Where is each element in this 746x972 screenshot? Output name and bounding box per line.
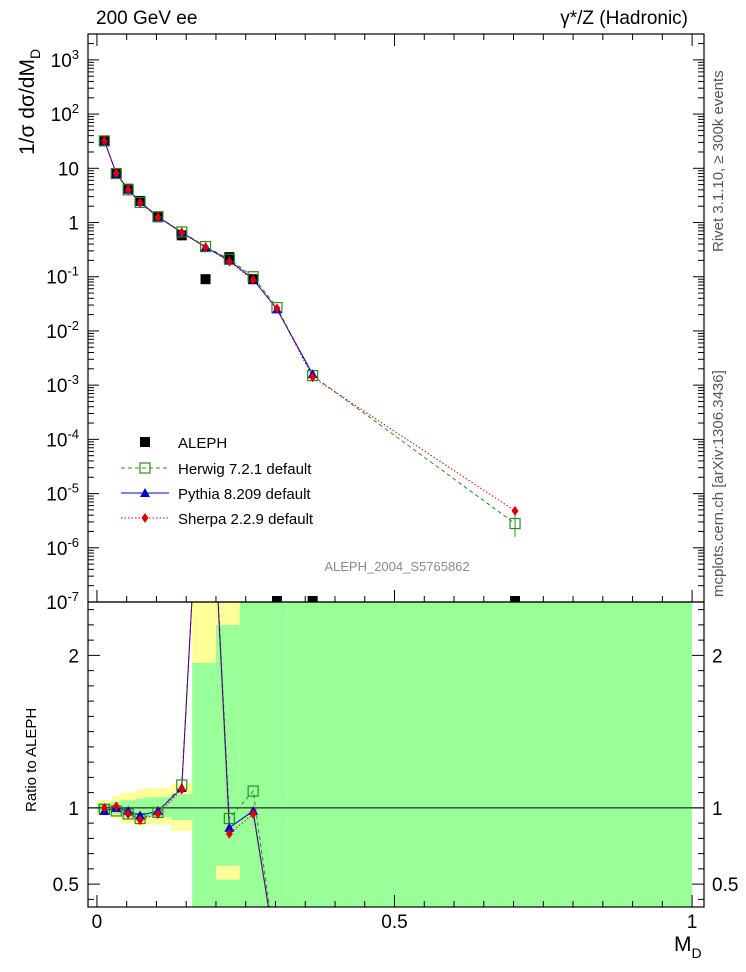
legend-marker — [140, 437, 150, 447]
legend-marker — [140, 488, 150, 497]
data-point — [307, 596, 318, 602]
ratio-point — [124, 808, 132, 819]
data-point — [271, 596, 282, 602]
ratio-point — [249, 808, 257, 819]
green-band-bin — [135, 798, 145, 819]
ratio-point — [247, 785, 259, 797]
xtick-label: 0.5 — [381, 912, 407, 933]
main-ytick-label: 10-5 — [46, 481, 79, 506]
ratio-ytick-label-right: 1 — [712, 799, 723, 820]
ratio-ytick-label: 2 — [68, 646, 79, 667]
green-band-bin — [263, 602, 288, 907]
ratio-y-axis-label: Ratio to ALEPH — [23, 708, 40, 812]
data-point — [510, 596, 521, 602]
analysis-id-label: ALEPH_2004_S5765862 — [324, 559, 469, 574]
main-ytick-label: 10-3 — [46, 372, 79, 397]
yellow-band-bin — [215, 865, 240, 880]
ratio-point — [112, 801, 120, 812]
legend-label: Pythia 8.209 default — [178, 486, 311, 503]
legend-marker — [139, 462, 151, 474]
main-ytick-label: 103 — [51, 47, 79, 72]
series-line — [103, 140, 314, 375]
main-ytick-label: 10-1 — [46, 264, 79, 289]
main-panel-series — [98, 135, 521, 602]
data-point — [136, 197, 144, 208]
axis-ticks — [88, 33, 704, 907]
header-left: 200 GeV ee — [96, 8, 198, 29]
main-ytick-label: 10-6 — [46, 535, 79, 560]
legend: ALEPH Herwig 7.2.1 default Pythia 8.209 de… — [121, 435, 314, 528]
data-point — [100, 135, 108, 146]
ratio-panel-series — [98, 602, 270, 907]
x-axis-label: MD — [674, 933, 702, 961]
legend-label: Herwig 7.2.1 default — [178, 461, 312, 478]
green-band-bin — [215, 624, 240, 907]
data-point — [112, 168, 120, 179]
data-point — [511, 505, 519, 516]
ratio-point — [225, 828, 233, 839]
green-band-bin — [171, 794, 193, 821]
green-band-bin — [287, 602, 693, 907]
ratio-line — [104, 602, 269, 907]
series-line — [103, 140, 516, 512]
ratio-ytick-label-right: 0.5 — [712, 875, 738, 896]
main-ytick-label: 10-7 — [46, 589, 79, 614]
data-point — [124, 184, 132, 195]
ratio-frame — [87, 601, 705, 908]
main-ytick-label: 102 — [51, 101, 79, 126]
data-point — [225, 256, 233, 267]
ratio-uncertainty-bands — [88, 602, 704, 907]
main-y-axis-label: 1/σ dσ/dMD — [16, 49, 43, 155]
data-point — [273, 303, 281, 314]
axes-frames — [87, 33, 705, 908]
green-band-bin — [192, 663, 216, 907]
data-point — [178, 227, 186, 238]
ratio-point — [136, 815, 144, 826]
ratio-point — [178, 784, 186, 795]
main-ytick-label: 1 — [68, 214, 79, 235]
data-point — [202, 242, 210, 253]
ratio-point — [135, 810, 146, 820]
ratio-ytick-label: 1 — [68, 799, 79, 820]
data-point — [154, 212, 162, 223]
ratio-point — [154, 808, 162, 819]
data-point — [309, 372, 317, 383]
header-right: γ*/Z (Hadronic) — [560, 8, 688, 29]
main-ytick-label: 10 — [58, 159, 79, 180]
xtick-label: 1 — [687, 912, 698, 933]
main-ytick-label: 10-2 — [46, 318, 79, 343]
main-ytick-label: 10-4 — [46, 426, 79, 451]
legend-label: Sherpa 2.2.9 default — [178, 511, 314, 528]
ratio-ytick-label-right: 2 — [712, 646, 723, 667]
legend-label: ALEPH — [178, 435, 227, 452]
data-point — [200, 274, 211, 285]
ratio-point — [100, 802, 108, 813]
data-point — [249, 274, 257, 285]
xtick-label: 0 — [92, 912, 103, 933]
ratio-ytick-label: 0.5 — [53, 875, 79, 896]
legend-marker — [141, 513, 149, 523]
green-band-bin — [239, 602, 264, 907]
ratio-point — [224, 822, 235, 832]
